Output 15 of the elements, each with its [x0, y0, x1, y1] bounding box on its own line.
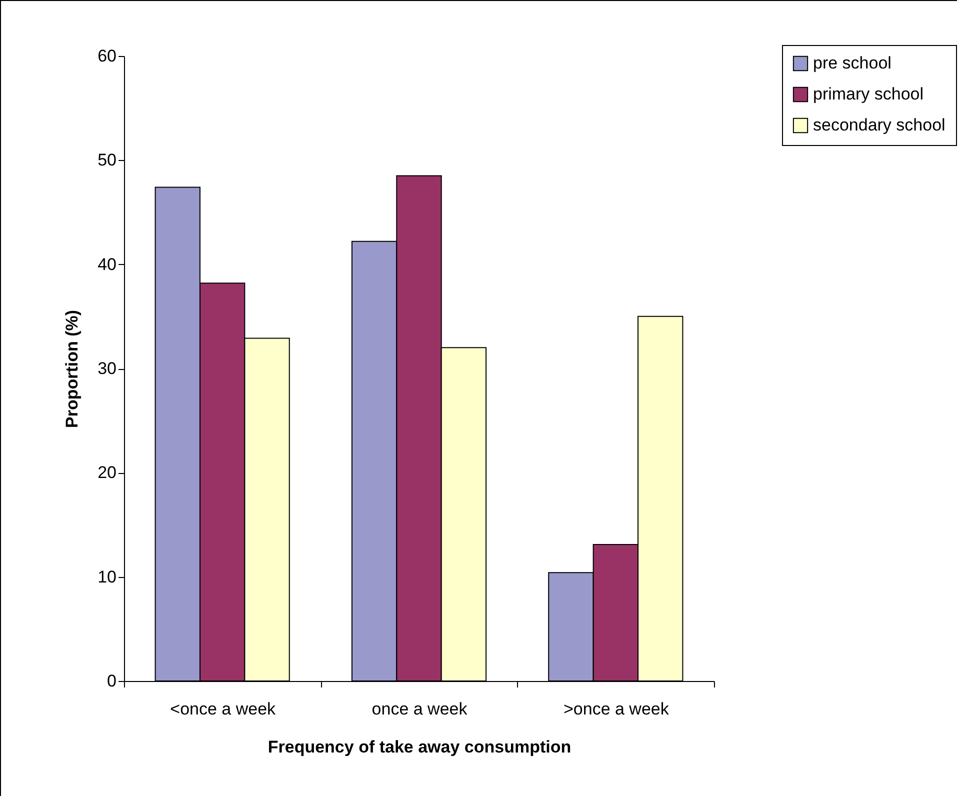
x-tick-label: <once a week — [170, 700, 276, 718]
legend-label: primary school — [813, 84, 924, 104]
y-tick-label: 30 — [98, 359, 116, 378]
y-tick-label: 0 — [107, 672, 116, 690]
y-tick-label: 60 — [98, 46, 116, 66]
x-axis-title: Frequency of take away consumption — [268, 738, 572, 756]
y-tick-label: 10 — [98, 567, 116, 586]
y-axis-title: Proportion (%) — [62, 310, 82, 428]
legend-label: secondary school — [813, 116, 946, 134]
x-tick-label: once a week — [372, 700, 468, 718]
x-tick-label: >once a week — [563, 700, 670, 718]
y-tick-label: 20 — [98, 463, 116, 482]
y-tick-label: 50 — [98, 150, 116, 170]
legend-label: pre school — [813, 54, 892, 72]
y-tick-label: 40 — [98, 254, 116, 274]
